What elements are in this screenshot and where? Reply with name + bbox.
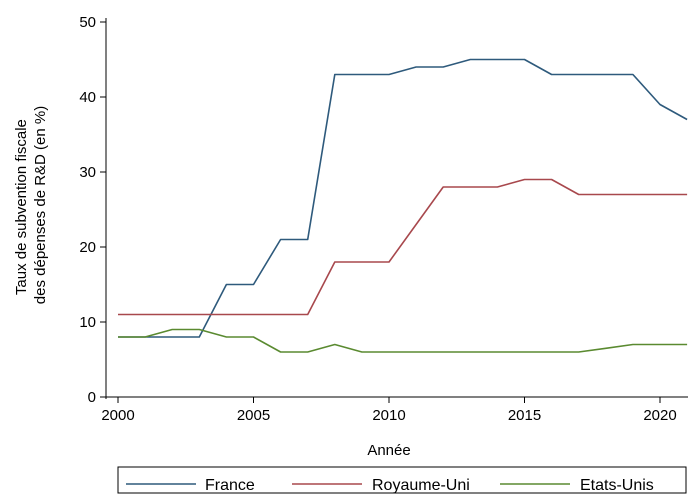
y-axis-title: Taux de subvention fiscale des dépenses … [13, 106, 49, 304]
y-axis: 0 10 20 30 40 50 [79, 14, 107, 406]
y-tick-label: 10 [79, 314, 96, 331]
x-tick-label: 2020 [643, 407, 676, 424]
x-tick-label: 2010 [372, 407, 405, 424]
y-tick-label: 50 [79, 14, 96, 31]
legend-label-etats-unis: Etats-Unis [580, 477, 654, 494]
y-axis-title-line-2: des dépenses de R&D (en %) [32, 106, 49, 304]
y-tick-label: 0 [88, 389, 96, 406]
legend-box [117, 466, 687, 494]
x-axis-title: Année [367, 442, 410, 459]
x-tick-label: 2015 [508, 407, 541, 424]
legend-label-royaume-uni: Royaume-Uni [372, 477, 470, 494]
legend-label-france: France [205, 477, 255, 494]
y-axis-title-line-1: Taux de subvention fiscale [13, 119, 30, 295]
legend: France Royaume-Uni Etats-Unis [117, 466, 687, 494]
y-tick-label: 40 [79, 89, 96, 106]
x-tick-label: 2000 [101, 407, 134, 424]
y-tick-label: 20 [79, 239, 96, 256]
x-tick-label: 2005 [237, 407, 270, 424]
series-line-etats-unis [118, 328, 688, 353]
series-line-royaume-uni [118, 178, 688, 316]
plot-area [118, 58, 688, 353]
series-line-france [118, 58, 688, 338]
x-axis: 2000 2005 2010 2015 2020 [101, 396, 688, 424]
y-tick-label: 30 [79, 164, 96, 181]
